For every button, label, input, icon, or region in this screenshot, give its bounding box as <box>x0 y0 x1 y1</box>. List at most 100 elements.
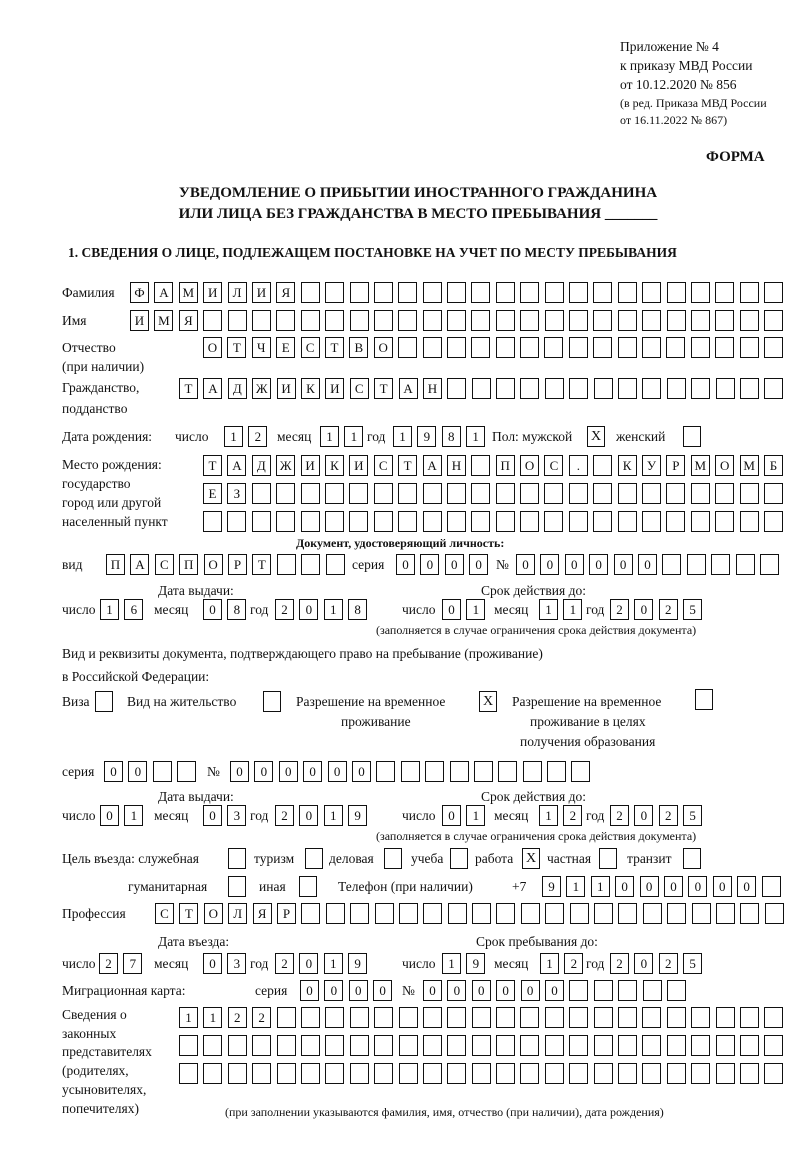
char-box[interactable]: С <box>300 337 320 358</box>
char-box[interactable] <box>520 511 540 532</box>
char-box[interactable] <box>593 337 613 358</box>
char-box[interactable] <box>568 337 588 358</box>
char-box[interactable]: 2 <box>610 953 629 974</box>
char-box[interactable] <box>301 903 321 924</box>
char-box[interactable]: 0 <box>203 953 222 974</box>
char-box[interactable]: 2 <box>658 599 678 620</box>
char-box[interactable]: Т <box>179 903 199 924</box>
char-box[interactable]: Т <box>203 455 222 476</box>
char-box[interactable] <box>593 455 613 476</box>
char-box[interactable] <box>739 511 759 532</box>
char-box[interactable] <box>739 1007 759 1028</box>
char-box[interactable] <box>349 483 369 504</box>
char-box[interactable]: М <box>178 282 198 303</box>
char-box[interactable] <box>373 310 393 331</box>
char-box[interactable] <box>642 483 662 504</box>
char-box[interactable] <box>617 282 637 303</box>
char-box[interactable] <box>376 761 396 782</box>
char-box[interactable] <box>761 876 781 897</box>
char-box[interactable]: 5 <box>683 599 703 620</box>
rep-line-2[interactable] <box>179 1035 784 1056</box>
char-box[interactable] <box>715 310 735 331</box>
char-box[interactable]: О <box>373 337 393 358</box>
char-box[interactable]: 0 <box>442 599 461 620</box>
char-box[interactable] <box>203 1035 223 1056</box>
char-box[interactable]: 2 <box>252 1007 272 1028</box>
char-box[interactable] <box>618 903 638 924</box>
char-box[interactable]: 5 <box>683 953 703 974</box>
char-box[interactable]: 0 <box>104 761 123 782</box>
char-box[interactable] <box>593 980 613 1001</box>
char-box[interactable] <box>349 1007 369 1028</box>
char-box[interactable] <box>349 1035 369 1056</box>
char-box[interactable] <box>544 511 564 532</box>
char-box[interactable]: И <box>349 455 369 476</box>
char-box[interactable] <box>252 1035 272 1056</box>
char-box[interactable]: 0 <box>637 554 657 575</box>
char-box[interactable]: 0 <box>496 980 516 1001</box>
char-box[interactable] <box>227 511 247 532</box>
char-box[interactable]: М <box>690 455 710 476</box>
char-box[interactable]: 0 <box>278 761 298 782</box>
char-box[interactable]: Я <box>178 310 198 331</box>
char-box[interactable] <box>764 378 784 399</box>
char-box[interactable] <box>593 1007 613 1028</box>
char-box[interactable] <box>471 511 491 532</box>
char-box[interactable] <box>325 282 345 303</box>
char-box[interactable] <box>374 903 394 924</box>
char-box[interactable] <box>666 337 686 358</box>
char-box[interactable] <box>495 310 515 331</box>
char-box[interactable] <box>349 511 369 532</box>
char-box[interactable] <box>373 282 393 303</box>
char-box[interactable]: 9 <box>466 953 486 974</box>
char-box[interactable]: 3 <box>227 805 247 826</box>
char-box[interactable] <box>374 1063 394 1084</box>
char-box[interactable] <box>449 761 469 782</box>
char-box[interactable] <box>179 1035 198 1056</box>
char-box[interactable]: 2 <box>227 1007 247 1028</box>
char-box[interactable]: С <box>155 903 174 924</box>
char-box[interactable] <box>446 483 466 504</box>
char-box[interactable]: 1 <box>100 599 119 620</box>
char-box[interactable] <box>179 1063 198 1084</box>
char-box[interactable] <box>715 1063 735 1084</box>
char-box[interactable] <box>252 1063 272 1084</box>
char-box[interactable]: 0 <box>348 980 368 1001</box>
char-box[interactable] <box>739 310 759 331</box>
char-box[interactable]: 0 <box>299 599 319 620</box>
char-box[interactable] <box>666 310 686 331</box>
char-box[interactable] <box>593 483 613 504</box>
char-box[interactable]: 1 <box>539 599 558 620</box>
char-box[interactable] <box>398 483 418 504</box>
char-box[interactable] <box>569 310 589 331</box>
char-box[interactable] <box>471 282 491 303</box>
char-box[interactable] <box>666 1007 686 1028</box>
char-box[interactable]: 0 <box>324 980 344 1001</box>
char-box[interactable]: 0 <box>373 980 393 1001</box>
char-box[interactable] <box>686 554 706 575</box>
purpose-tourism-checkbox[interactable] <box>305 848 323 869</box>
char-box[interactable] <box>300 483 320 504</box>
char-box[interactable] <box>276 1063 296 1084</box>
char-box[interactable] <box>203 310 223 331</box>
char-box[interactable]: Т <box>398 455 418 476</box>
char-box[interactable] <box>617 310 637 331</box>
char-box[interactable] <box>666 1035 686 1056</box>
char-box[interactable]: 0 <box>444 554 464 575</box>
char-box[interactable] <box>400 761 420 782</box>
char-box[interactable]: А <box>422 455 442 476</box>
char-box[interactable] <box>739 1063 759 1084</box>
char-box[interactable] <box>739 378 759 399</box>
male-checkbox[interactable]: X <box>587 426 605 447</box>
char-box[interactable] <box>325 1035 345 1056</box>
char-box[interactable]: 5 <box>683 805 703 826</box>
